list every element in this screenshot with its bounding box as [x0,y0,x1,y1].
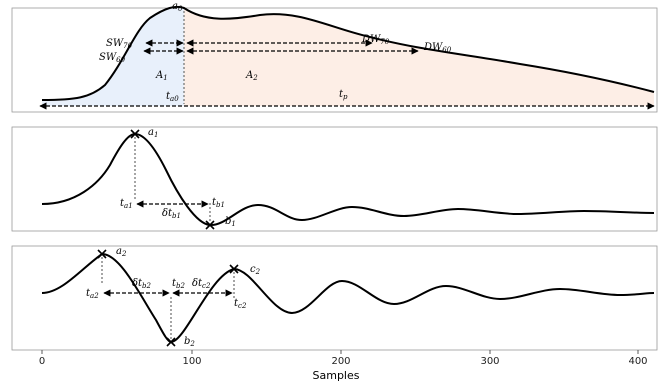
waveform-3 [41,252,655,344]
peak-marker-c2 [229,264,239,274]
label-dtb1: δtb1 [162,208,181,220]
label-sw60: SW60 [99,52,126,64]
x-axis: 0 100 200 300 400 Samples [39,350,648,382]
x-tick-label: 100 [182,356,201,367]
label-tb1: tb1 [212,197,225,209]
label-tp: tp [339,89,348,101]
label-b1: b1 [225,216,236,228]
label-area-a2: A2 [245,70,258,82]
label-a1: a1 [148,127,158,139]
panel-2: a1 b1 ta1 tb1 δtb1 [11,126,658,232]
peak-marker-a2 [97,249,107,259]
label-a0: a0 [172,1,183,13]
panel-3: a2 b2 c2 ta2 tb2 tc2 δtb2 δtc2 [11,245,658,351]
peak-marker-a1 [130,129,140,139]
waveform-1 [41,5,655,101]
label-dw60: DW60 [423,42,452,54]
area-a1 [42,6,184,106]
x-axis-title: Samples [313,369,360,382]
label-tb2: tb2 [172,278,186,290]
x-tick-label: 200 [331,356,350,367]
x-tick-label: 300 [480,356,499,367]
x-tick-label: 400 [628,356,647,367]
x-tick-label: 0 [39,356,45,367]
label-dw70: DW70 [361,34,390,46]
label-ta0: ta0 [166,91,179,103]
label-b2: b2 [184,336,195,348]
label-c2: c2 [250,264,261,276]
panel-3-frame [11,245,658,351]
label-ta2: ta2 [86,288,99,300]
label-sw70: SW70 [106,38,133,50]
label-tc2: tc2 [234,298,247,310]
trough-marker-b2 [166,337,176,347]
panel-1: a0 SW70 SW60 DW70 DW60 A1 A2 ta0 tp [11,1,658,113]
label-dtc2: δtc2 [192,278,211,290]
panel-2-frame [11,126,658,232]
label-dtb2: δtb2 [132,278,152,290]
trough-marker-b1 [205,220,215,230]
label-ta1: ta1 [120,198,133,210]
label-a2: a2 [116,246,127,258]
area-a2 [184,8,654,106]
label-area-a1: A1 [155,70,168,82]
waveform-2 [41,132,655,227]
panel-1-frame [11,7,658,113]
